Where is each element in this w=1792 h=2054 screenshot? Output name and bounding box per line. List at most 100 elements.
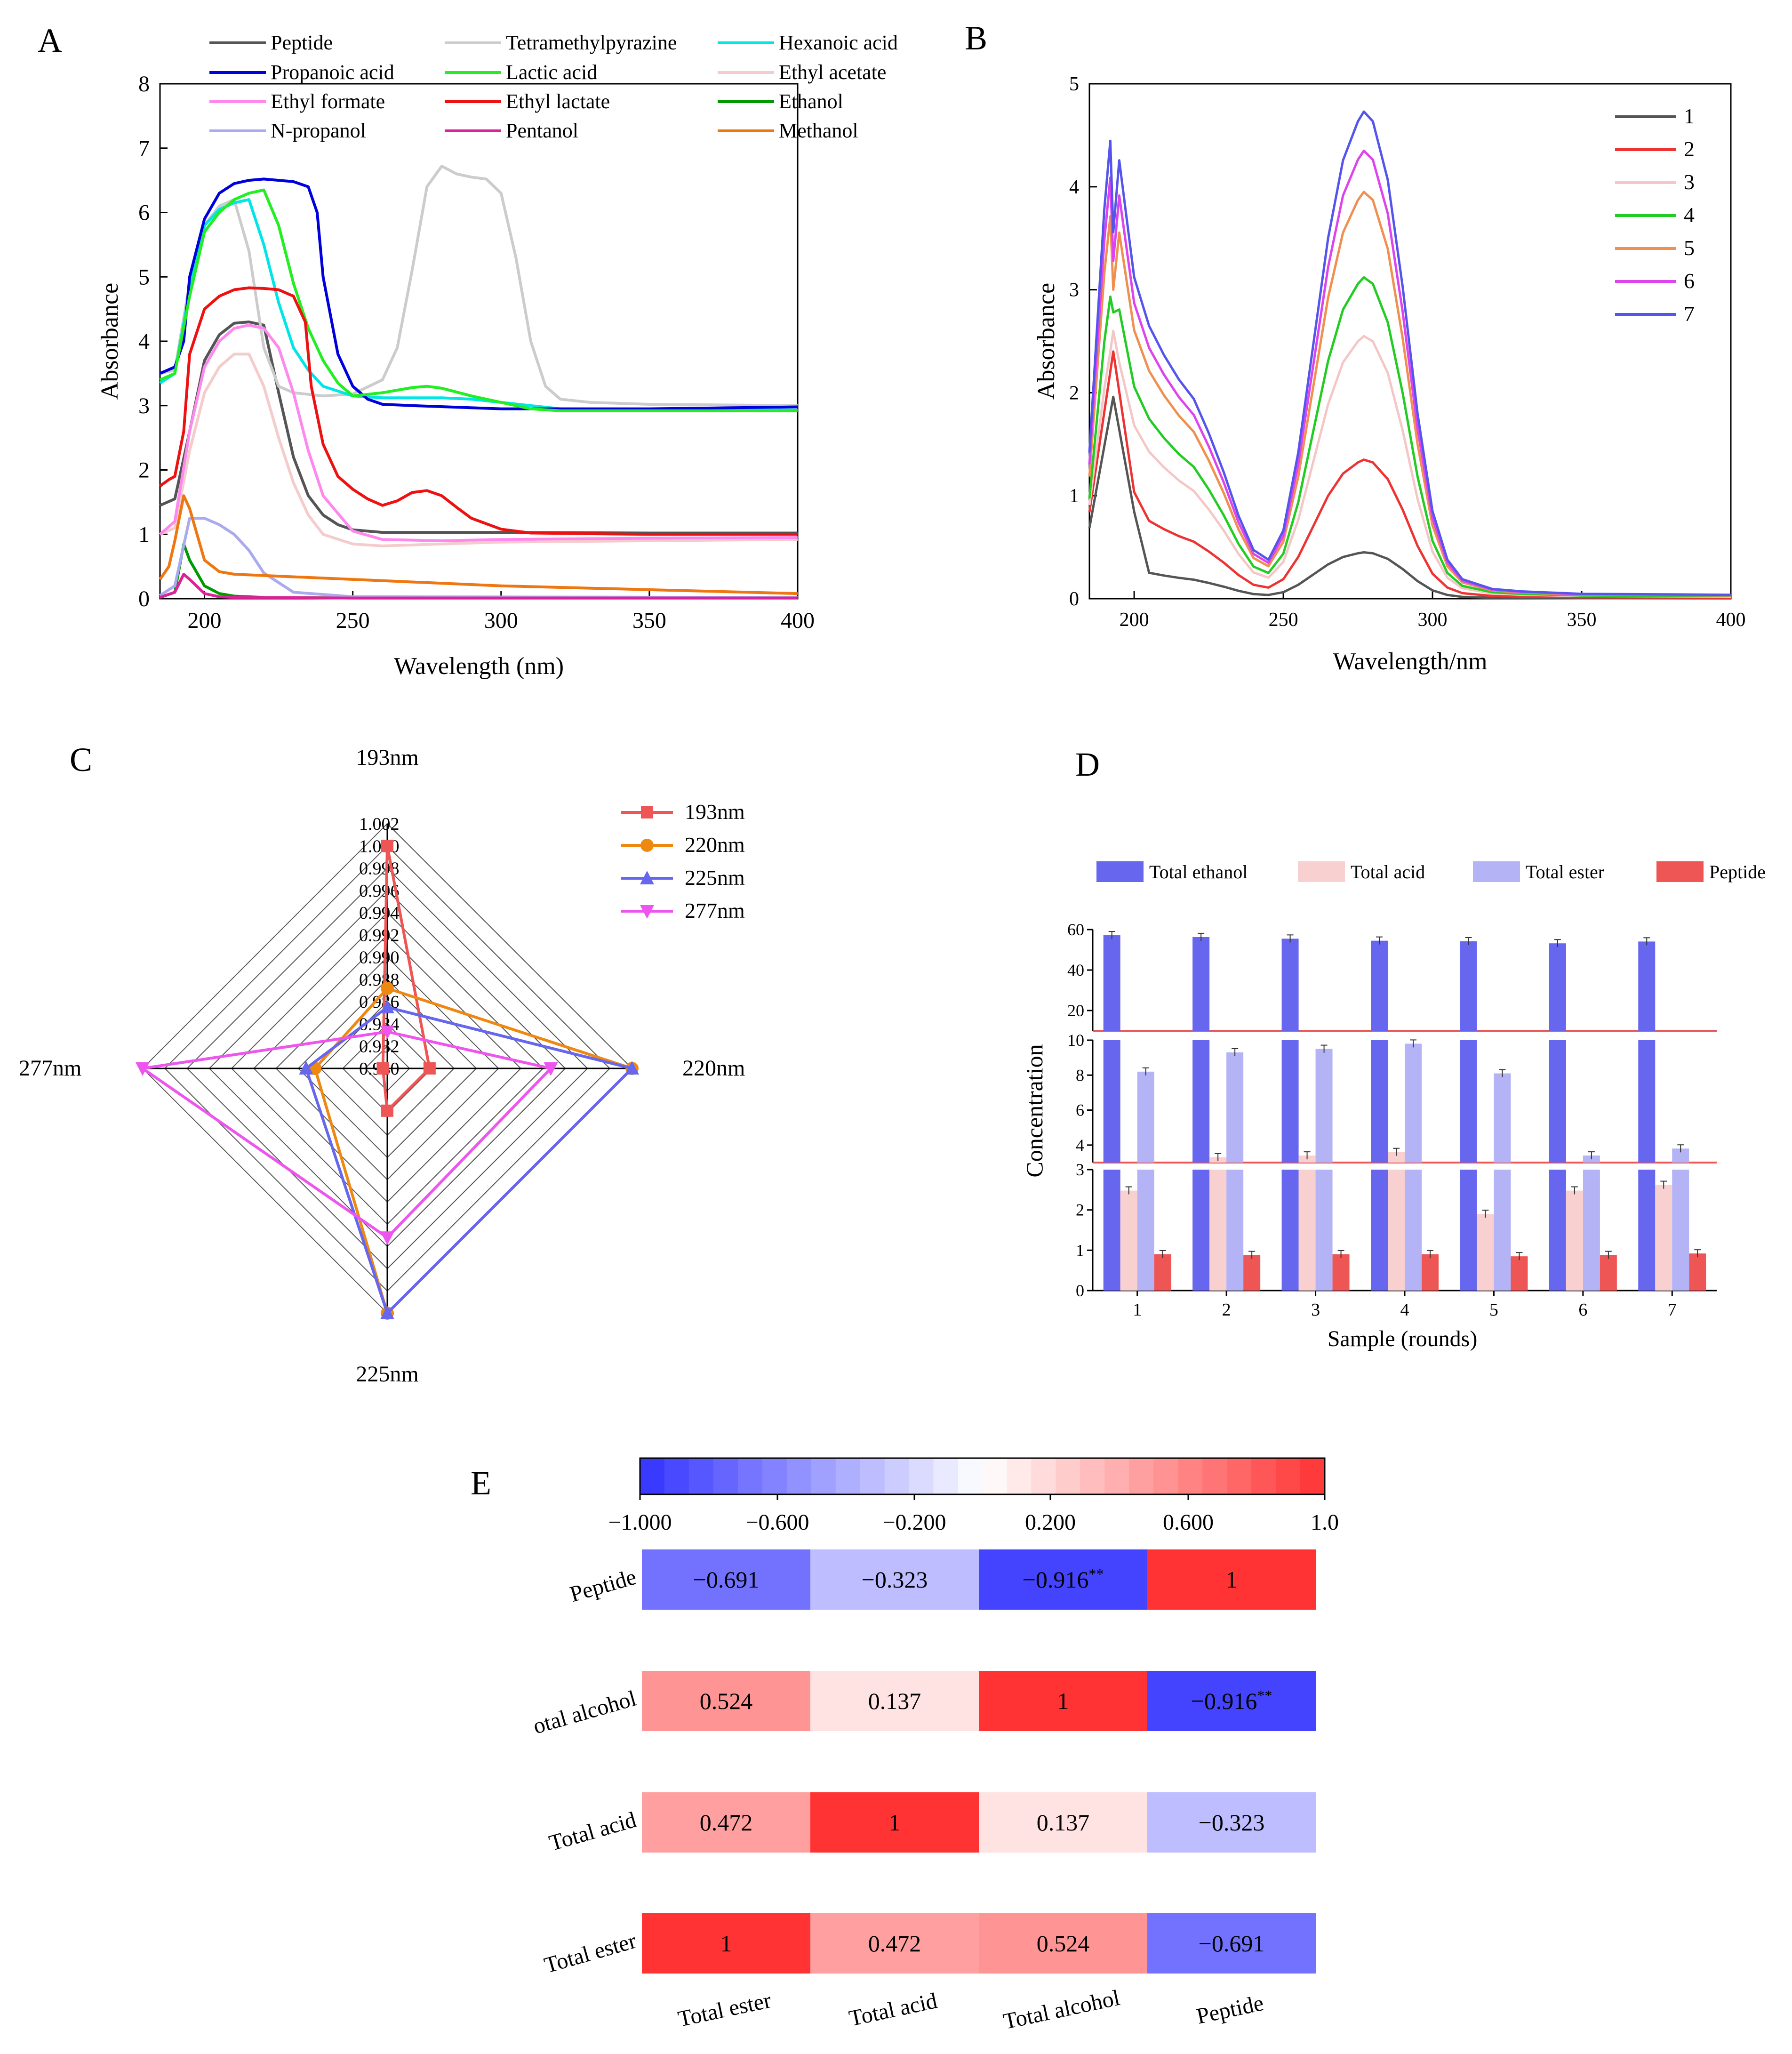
panel-d-bar-total-ethanol <box>1371 1170 1388 1291</box>
panel-c-radial-tick-label: 0.990 <box>359 948 400 968</box>
panel-e-colorbar-swatch <box>688 1458 714 1494</box>
panel-d-bar-total-ethanol <box>1460 1170 1477 1291</box>
panel-c-marker-193nm <box>376 1062 389 1075</box>
panel-e-colorbar-swatch <box>835 1458 861 1494</box>
panel-e-cell-label: 0.472 <box>868 1930 921 1957</box>
panel-b-legend-label-3: 3 <box>1684 170 1695 194</box>
panel-d-y-axis-label: Concentration <box>1021 1044 1048 1177</box>
panel-e-colorbar-swatch <box>958 1458 983 1494</box>
panel-e-colorbar-swatch <box>1251 1458 1277 1494</box>
panel-d-bar-total-acid <box>1120 1190 1137 1291</box>
panel-a-x-axis-label: Wavelength (nm) <box>394 653 564 680</box>
panel-b-series-2 <box>1088 350 1731 599</box>
panel-d-y-tick-label: 20 <box>1067 1001 1084 1020</box>
panel-b-series-6 <box>1088 149 1731 596</box>
panel-c-marker-277nm <box>136 1062 150 1076</box>
panel-e-cell <box>642 1549 810 1610</box>
panel-e-cell-label: 0.137 <box>868 1688 921 1714</box>
panel-a-legend-label-propanoic-acid: Propanoic acid <box>271 61 394 84</box>
panel-d-bar-total-ester <box>1315 1170 1333 1291</box>
panel-a-legend-label-pentanol: Pentanol <box>506 119 578 142</box>
panel-c-radial-tick-label: 1.002 <box>359 814 400 834</box>
panel-d-y-tick-label: 40 <box>1067 961 1084 979</box>
panel-c-legend-marker-225nm <box>640 871 654 884</box>
panel-e-col-label: Total alcohol <box>1001 1985 1122 2034</box>
panel-e-colorbar-swatch <box>884 1458 910 1494</box>
panel-c-marker-225nm <box>299 1061 313 1075</box>
panel-d-bar-total-ethanol <box>1371 1040 1388 1163</box>
panel-e-colorbar-swatch <box>1031 1458 1056 1494</box>
panel-d-bar-total-ethanol <box>1371 940 1388 1031</box>
panel-label-d: D <box>1075 746 1100 783</box>
panel-c-axis-label-bottom: 225nm <box>356 1362 418 1387</box>
panel-e-cell <box>642 1792 810 1853</box>
panel-b-legend-label-2: 2 <box>1684 137 1695 161</box>
panel-b-legend-label-1: 1 <box>1684 104 1695 128</box>
panel-d-x-tick-label: 1 <box>1133 1300 1142 1320</box>
panel-e-heatmap: −1.000 −0.600 −0.200 0.200 0.600 1.0 −0.691 −0.… <box>530 1457 1339 2034</box>
panel-d-x-tick-label: 7 <box>1668 1300 1677 1320</box>
panel-d-bar-total-acid <box>1388 1170 1405 1291</box>
panel-d-bar-total-ester <box>1405 1170 1422 1291</box>
panel-c-legend-label-277nm: 277nm <box>685 899 745 923</box>
panel-c-radial-tick-label: 0.992 <box>359 925 400 945</box>
panel-a-series-methanol <box>159 494 798 595</box>
panel-d-bar-total-acid <box>1388 1152 1405 1163</box>
panel-b-series-1 <box>1088 395 1731 600</box>
panel-e-colorbar-swatch <box>1178 1458 1203 1494</box>
panel-d-legend-label-peptide: Peptide <box>1709 861 1766 883</box>
panel-d-x-tick-label: 3 <box>1311 1300 1320 1320</box>
panel-a-x-tick-label: 350 <box>632 608 666 633</box>
panel-e-colorbar-swatch <box>1080 1458 1105 1494</box>
panel-d-y-tick-label: 4 <box>1076 1136 1084 1155</box>
panel-e-colorbar-swatch <box>762 1458 787 1494</box>
panel-e-colorbar-swatch <box>909 1458 934 1494</box>
panel-d-bar-total-ethanol <box>1460 941 1477 1031</box>
panel-a-series-ethyl-formate <box>159 323 798 542</box>
panel-b-legend-label-7: 7 <box>1684 302 1695 326</box>
panel-a-legend-label-ethyl-formate: Ethyl formate <box>271 90 385 113</box>
panel-c-marker-225nm <box>625 1061 639 1075</box>
panel-a-legend-label-ethyl-acetate: Ethyl acetate <box>779 61 886 84</box>
panel-d-bar-total-ethanol <box>1281 1040 1299 1163</box>
panel-d-legend-label-total-ethanol: Total ethanol <box>1149 861 1248 883</box>
panel-d-bar-total-ethanol <box>1103 1170 1120 1291</box>
panel-e-cell <box>1147 1671 1316 1731</box>
panel-b-series-4 <box>1088 276 1731 597</box>
panel-e-cell-label: −0.691 <box>693 1566 760 1593</box>
panel-e-cell-label: −0.323 <box>1199 1809 1265 1836</box>
panel-e-colorbar-tick-label: 0.600 <box>1163 1510 1214 1535</box>
panel-b-series-7 <box>1088 110 1731 596</box>
panel-e-col-label: Peptide <box>1194 1990 1266 2029</box>
panel-e-colorbar-swatch <box>1202 1458 1228 1494</box>
panel-e-row-label: otal alcohol <box>530 1686 639 1739</box>
panel-a-legend-label-peptide: Peptide <box>271 31 333 54</box>
panel-c-legend-label-193nm: 193nm <box>685 800 745 824</box>
panel-b-legend-label-4: 4 <box>1684 203 1695 227</box>
panel-e-cell <box>642 1671 810 1731</box>
panel-a-y-tick-label: 7 <box>138 136 150 161</box>
panel-b-y-tick-label: 1 <box>1069 485 1079 507</box>
panel-c-marker-277nm <box>544 1062 558 1076</box>
panel-b-y-tick-label: 5 <box>1069 73 1079 95</box>
panel-a-x-tick-label: 400 <box>781 608 815 633</box>
panel-d-y-tick-label: 8 <box>1076 1066 1084 1084</box>
panel-e-colorbar-swatch <box>1227 1458 1252 1494</box>
panel-a-y-tick-label: 1 <box>138 522 150 547</box>
panel-d-legend-swatch-total-ethanol <box>1096 861 1144 882</box>
panel-label-e: E <box>471 1464 491 1502</box>
panel-a-y-tick-label: 6 <box>138 201 150 225</box>
panel-d-bar-total-ester <box>1226 1170 1244 1291</box>
panel-e-significance-marker: ** <box>1257 1687 1272 1704</box>
panel-a-y-tick-label: 3 <box>138 393 150 418</box>
panel-e-cell-label: −0.323 <box>862 1566 928 1593</box>
panel-a-legend-label-ethanol: Ethanol <box>779 90 843 113</box>
panel-b-y-axis-label: Absorbance <box>1033 283 1060 400</box>
panel-d-x-axis-label: Sample (rounds) <box>1328 1326 1478 1351</box>
panel-c-legend-marker-193nm <box>641 806 653 818</box>
panel-e-cell-label: 1 <box>889 1809 901 1836</box>
panel-d-bar-total-ester <box>1137 1071 1154 1163</box>
panel-e-colorbar-tick-label: −0.200 <box>882 1510 946 1535</box>
panel-label-a: A <box>38 22 62 59</box>
panel-d-bar-total-ester <box>1315 1049 1333 1163</box>
